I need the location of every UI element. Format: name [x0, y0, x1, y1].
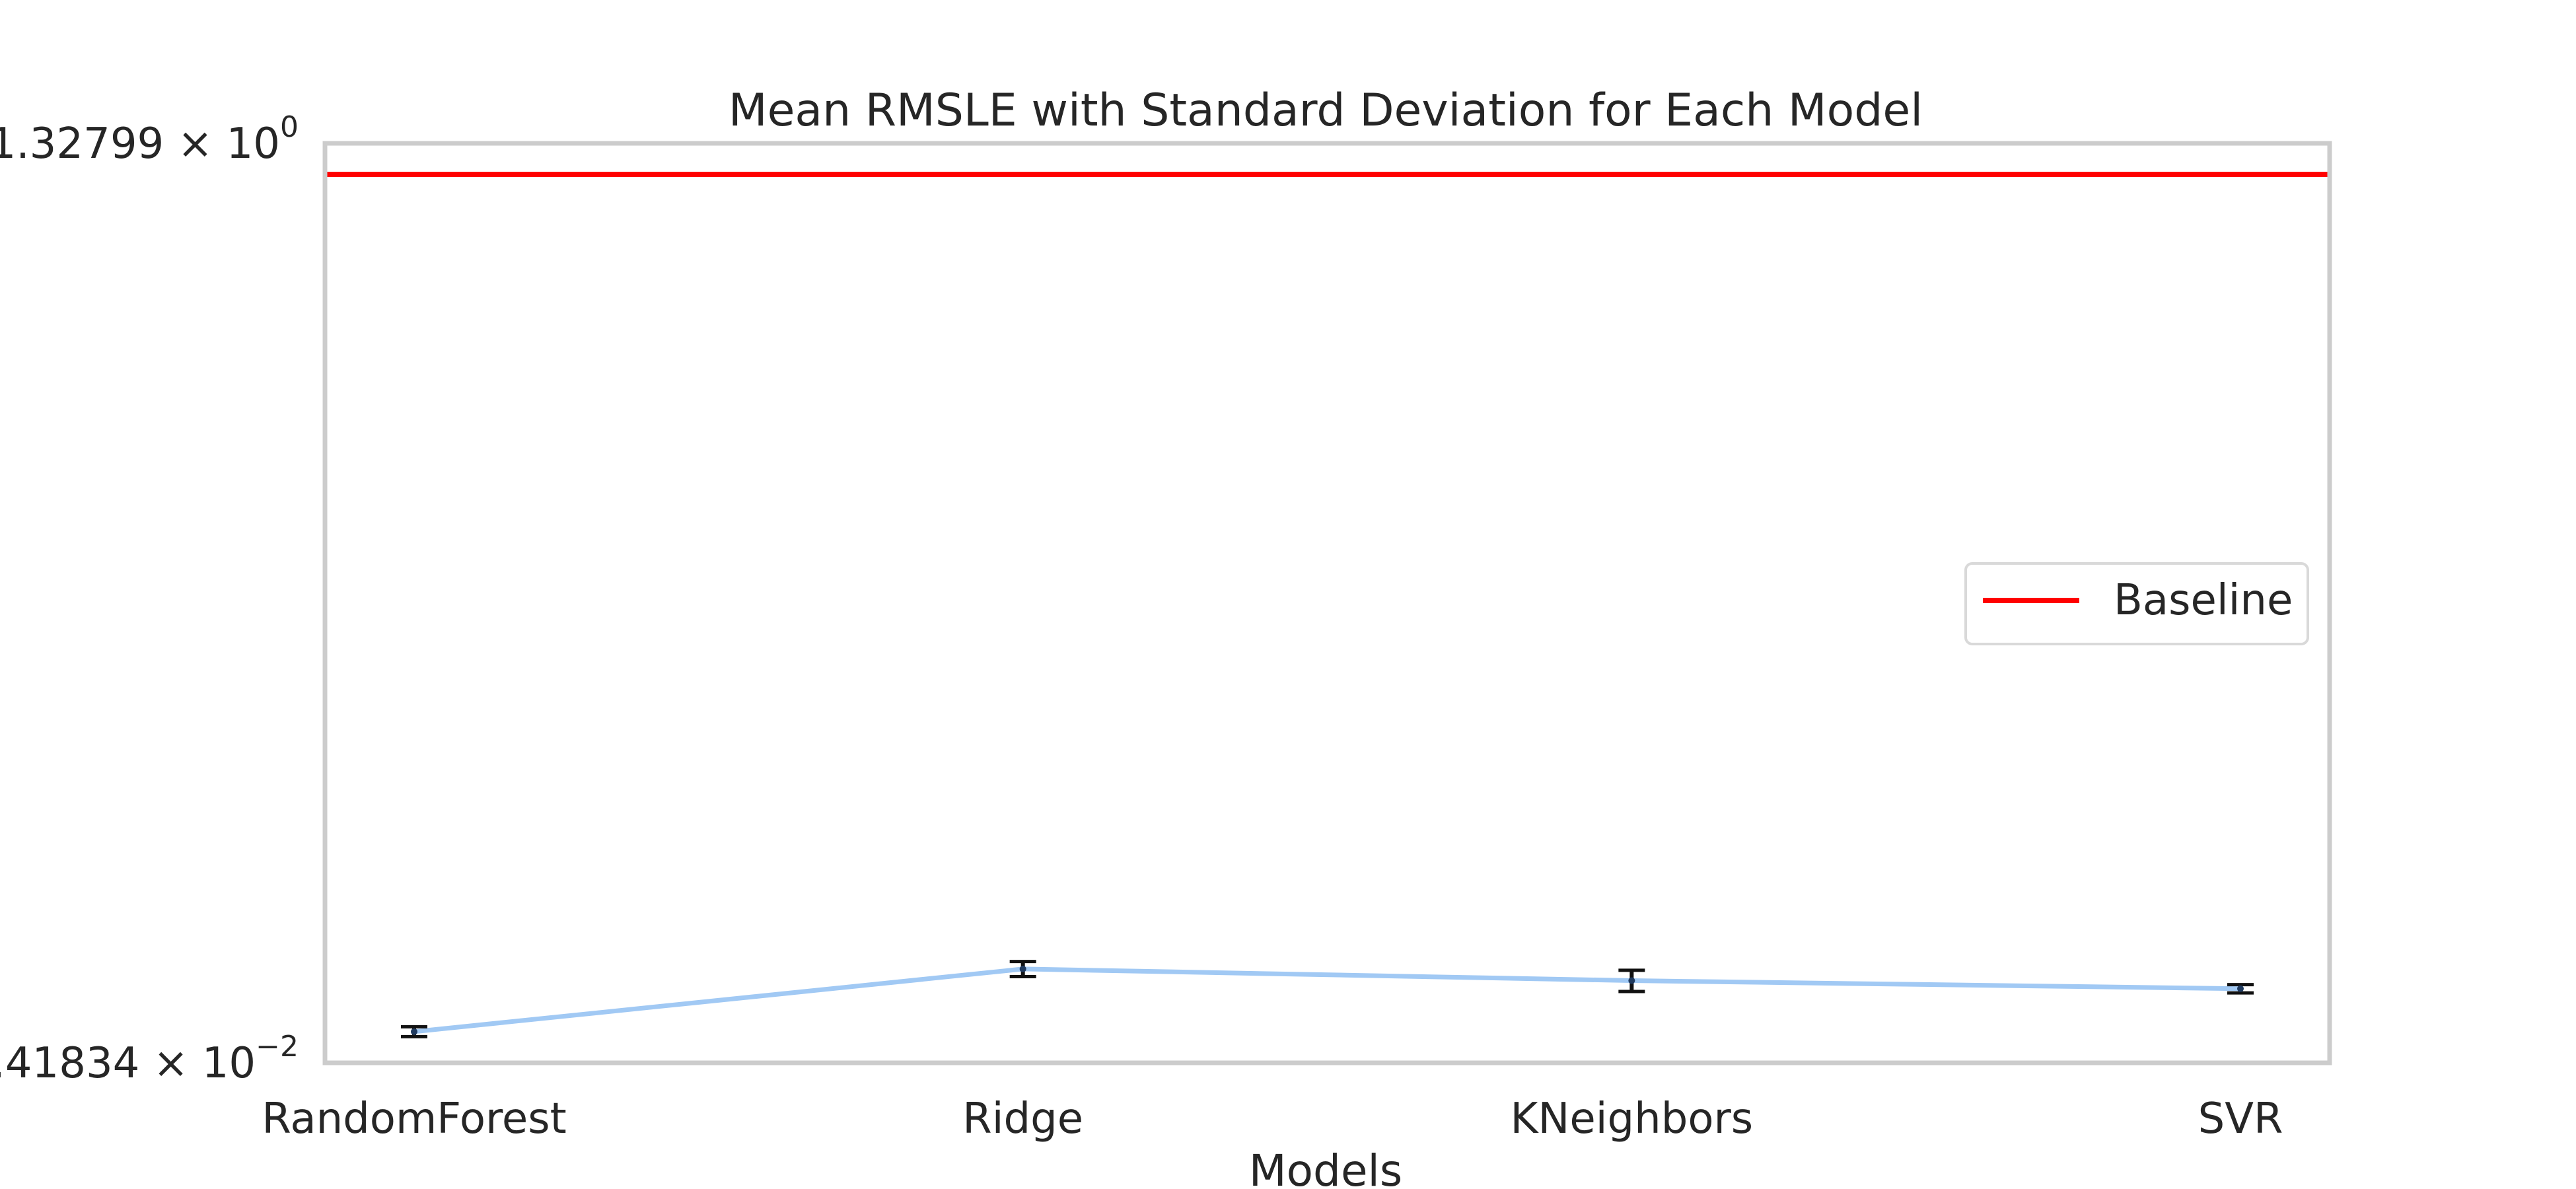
x-tick-label: SVR — [2198, 1095, 2283, 1143]
data-point — [2237, 985, 2244, 992]
error-bar — [1618, 968, 1645, 993]
chart-title: Mean RMSLE with Standard Deviation for E… — [729, 85, 1923, 137]
legend-baseline-label: Baseline — [2114, 576, 2293, 625]
x-axis: RandomForest Ridge KNeighbors SVR — [262, 1095, 2283, 1143]
legend-box — [1964, 562, 2309, 645]
y-tick-label: 2.41834 × 10−2 — [0, 1030, 299, 1088]
y-tick-label: 1.32799 × 100 — [0, 110, 299, 168]
error-bar — [401, 1025, 427, 1038]
data-point — [411, 1028, 417, 1035]
x-tick-label: Ridge — [962, 1095, 1083, 1143]
plot-frame — [322, 141, 2332, 1065]
x-tick-label: RandomForest — [262, 1095, 566, 1143]
x-axis-label: Models — [1249, 1145, 1403, 1189]
data-point — [1628, 977, 1635, 984]
series-line — [413, 966, 2241, 1034]
data-point — [1019, 965, 1026, 972]
error-bar — [1009, 960, 1036, 979]
y-axis: 1.32799 × 100 2.41834 × 10−2 — [0, 110, 299, 1088]
legend: Baseline — [1964, 562, 2309, 645]
error-bar — [2227, 983, 2254, 995]
plot-area — [325, 171, 2330, 1038]
x-tick-label: KNeighbors — [1511, 1095, 1754, 1143]
